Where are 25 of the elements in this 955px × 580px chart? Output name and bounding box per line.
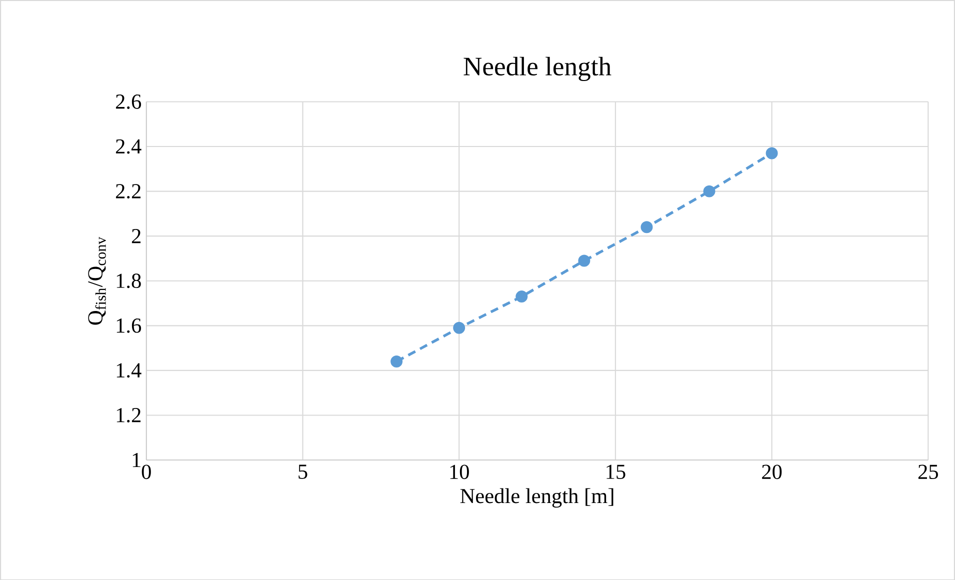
y-tick-label: 2.2	[116, 184, 140, 198]
x-axis-title: Needle length [m]	[460, 488, 614, 508]
x-tick-label: 5	[298, 464, 308, 479]
y-tick-label: 1.2	[116, 408, 140, 422]
y-tick-label: 1.4	[116, 363, 142, 378]
y-tick-label: 1.8	[116, 273, 141, 288]
point	[453, 322, 466, 334]
point	[516, 290, 528, 302]
y-axis-title: Q$_{fish}$/Q$_{conv}$	[88, 236, 106, 324]
x-tick-label: 25	[918, 464, 938, 479]
x-tick-label: 10	[450, 464, 469, 479]
x-tick-label: 0	[142, 464, 151, 479]
x-tick-label: 15	[606, 464, 626, 479]
y-tick-label: 1.6	[116, 318, 142, 333]
chart-title: Needle length	[464, 56, 612, 81]
point	[390, 355, 403, 368]
y-tick-label: 1	[132, 452, 140, 467]
y-tick-label: 2.6	[116, 94, 142, 109]
point	[640, 220, 653, 233]
x-tick-label: 20	[762, 464, 782, 479]
point	[703, 185, 716, 198]
point	[578, 254, 590, 267]
point	[766, 147, 778, 160]
y-tick-label: 2.4	[116, 139, 142, 154]
y-tick-label: 2	[132, 228, 140, 243]
